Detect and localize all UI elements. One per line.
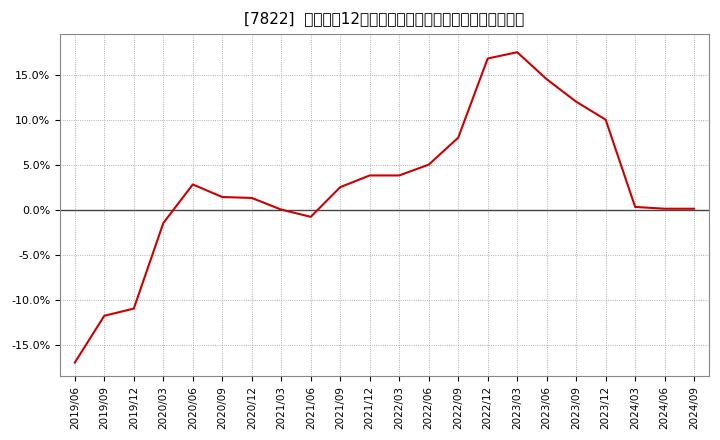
Title: [7822]  売上高の12か月移動合計の対前年同期増減率の推移: [7822] 売上高の12か月移動合計の対前年同期増減率の推移 [244,11,525,26]
